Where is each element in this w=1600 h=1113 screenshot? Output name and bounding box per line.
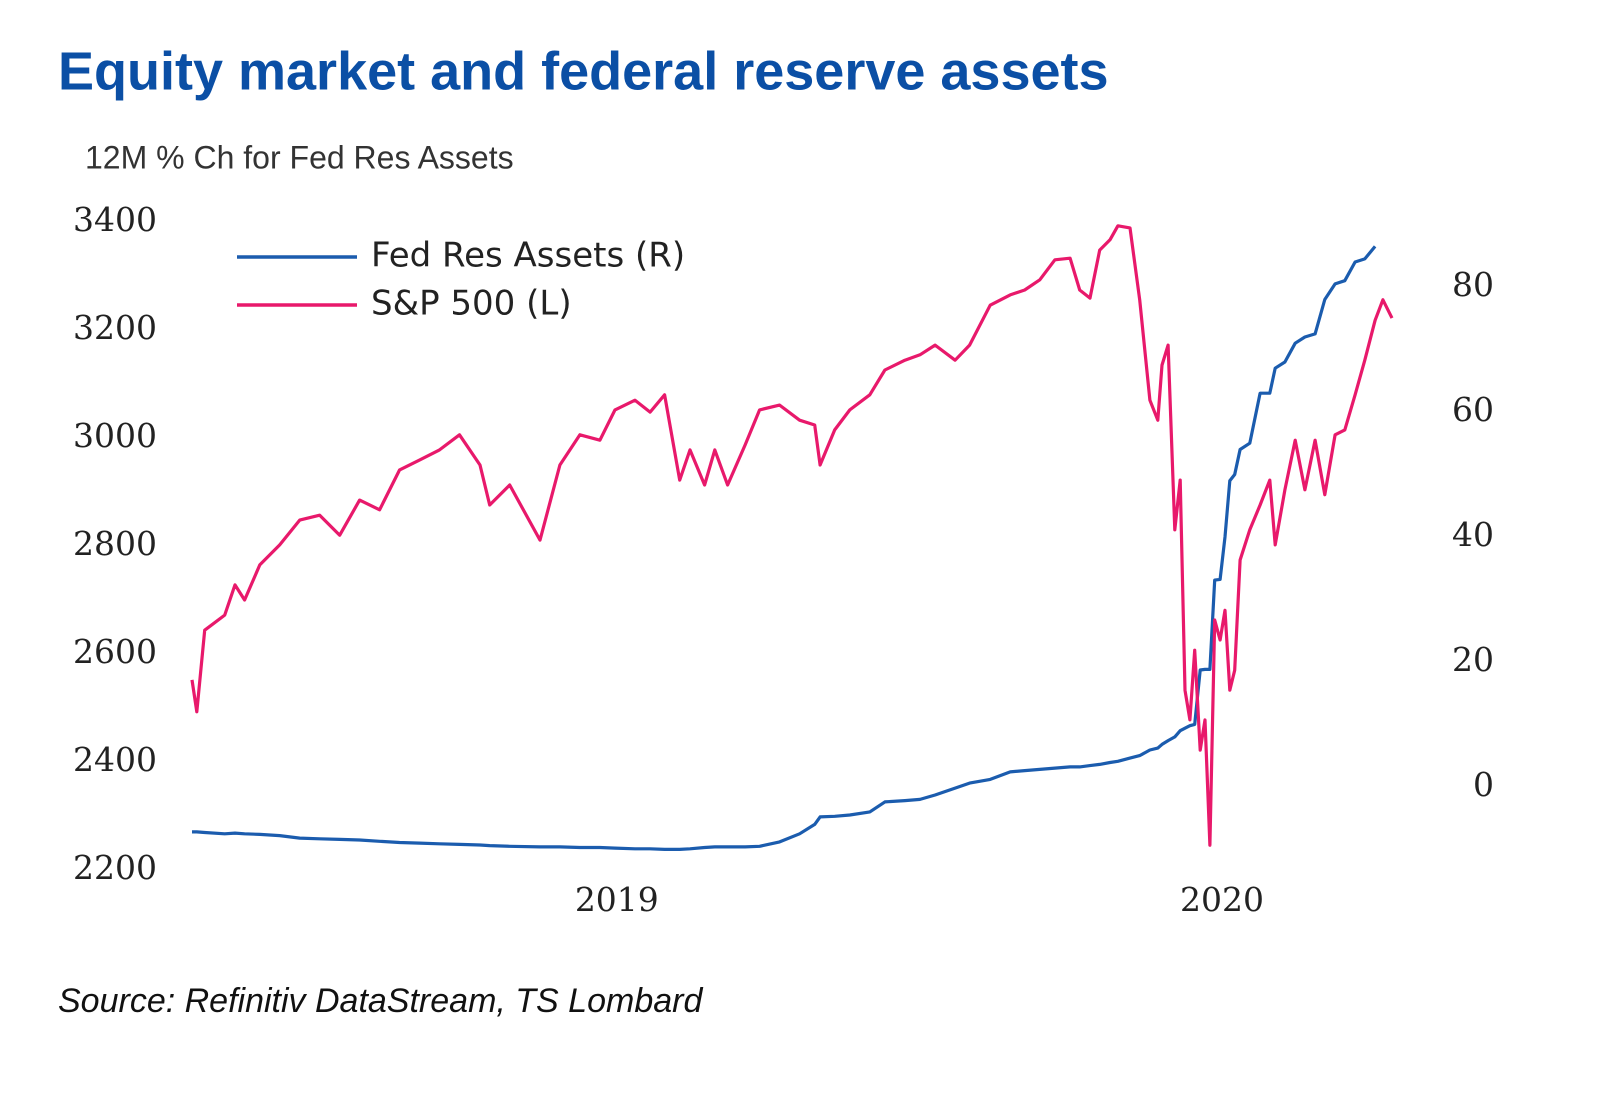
y-tick-label: 3000 [73,416,157,455]
chart-subtitle: 12M % Ch for Fed Res Assets [85,139,514,175]
y2-tick-label: 0 [1473,765,1494,804]
legend-label: S&P 500 (L) [371,284,572,324]
series-line [190,224,1394,847]
x-tick-label: 2020 [1180,880,1264,919]
y2-tick-label: 20 [1452,640,1494,679]
legend-label: Fed Res Assets (R) [371,236,685,276]
chart-title: Equity market and federal reserve assets [58,41,1109,101]
y-tick-label: 2200 [73,848,157,887]
y2-tick-label: 60 [1452,390,1494,429]
series-line [192,245,1377,851]
y-tick-label: 3400 [73,200,157,239]
source-note: Source: Refinitiv DataStream, TS Lombard [58,982,703,1020]
x-tick-label: 2019 [575,880,659,919]
y-tick-label: 2400 [73,740,157,779]
y2-tick-label: 80 [1452,265,1494,304]
y-tick-label: 3200 [73,308,157,347]
y-tick-label: 2600 [73,632,157,671]
y2-tick-label: 40 [1452,515,1494,554]
y-tick-label: 2800 [73,524,157,563]
